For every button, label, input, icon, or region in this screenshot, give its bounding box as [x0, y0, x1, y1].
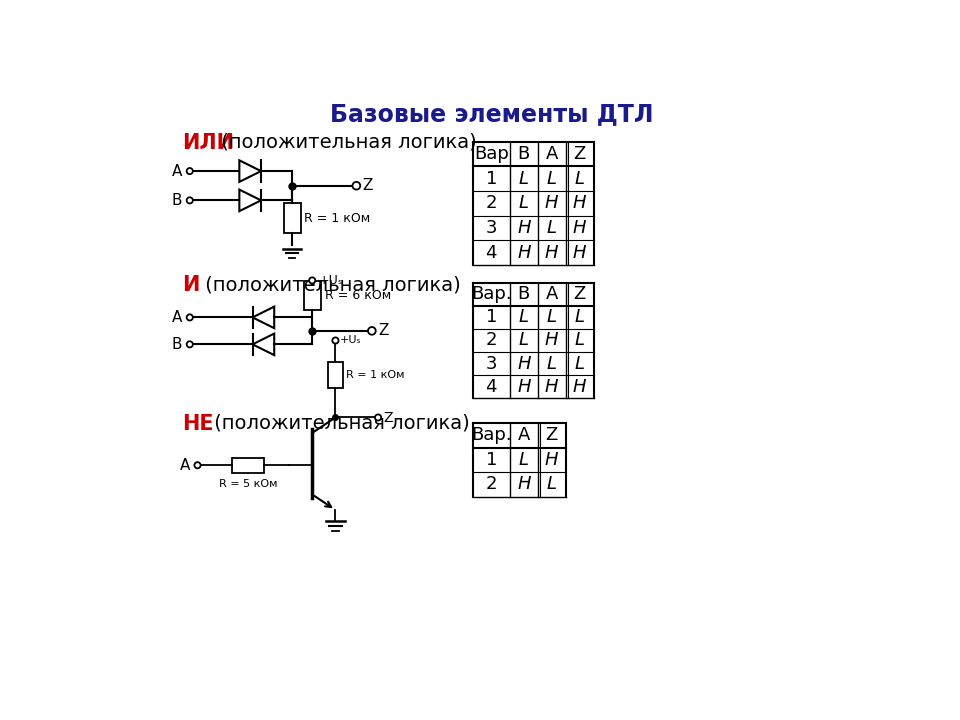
Text: 1: 1 [486, 451, 497, 469]
Polygon shape [239, 189, 261, 211]
Text: Z: Z [383, 410, 393, 425]
Text: H: H [517, 219, 531, 237]
Text: 4: 4 [486, 378, 497, 396]
Text: L: L [518, 194, 529, 212]
Text: B: B [172, 193, 182, 208]
Text: НЕ: НЕ [182, 414, 214, 433]
Text: Z: Z [573, 145, 586, 163]
Text: (положительная логика): (положительная логика) [207, 414, 469, 433]
Text: Z: Z [573, 285, 586, 303]
Text: Базовые элементы ДТЛ: Базовые элементы ДТЛ [330, 102, 654, 126]
Text: H: H [517, 378, 531, 396]
Text: A: A [517, 426, 530, 444]
Bar [283, 204, 300, 233]
Text: И: И [182, 275, 200, 295]
Text: H: H [573, 243, 587, 261]
Text: 3: 3 [486, 354, 497, 373]
Text: +Uₛ: +Uₛ [340, 336, 362, 346]
Text: A: A [545, 285, 558, 303]
Text: H: H [573, 219, 587, 237]
Text: H: H [545, 331, 559, 349]
Text: L: L [518, 331, 529, 349]
Text: B: B [517, 145, 530, 163]
Text: H: H [573, 194, 587, 212]
Polygon shape [252, 333, 275, 355]
Text: R = 6 кОм: R = 6 кОм [324, 289, 391, 302]
Circle shape [309, 277, 315, 284]
Circle shape [368, 327, 375, 335]
Text: A: A [545, 145, 558, 163]
Text: H: H [517, 354, 531, 373]
Text: R = 5 кОм: R = 5 кОм [219, 479, 277, 489]
Text: 2: 2 [486, 475, 497, 493]
Text: H: H [545, 194, 559, 212]
Polygon shape [239, 161, 261, 182]
Circle shape [186, 341, 193, 348]
Text: L: L [546, 219, 557, 237]
Bar [303, 282, 321, 310]
Text: (положительная логика): (положительная логика) [214, 132, 476, 152]
Text: 1: 1 [486, 308, 497, 326]
Bar [327, 362, 344, 388]
Text: +Uₛ: +Uₛ [319, 274, 343, 287]
Text: H: H [545, 451, 559, 469]
Text: L: L [575, 308, 585, 326]
Text: 4: 4 [486, 243, 497, 261]
Text: H: H [545, 378, 559, 396]
Text: L: L [546, 475, 557, 493]
Text: A: A [172, 310, 182, 325]
Text: Вар.: Вар. [471, 285, 512, 303]
Text: 3: 3 [486, 219, 497, 237]
Text: Z: Z [378, 323, 389, 338]
Circle shape [186, 168, 193, 174]
Text: A: A [172, 163, 182, 179]
Text: Вар.: Вар. [471, 426, 512, 444]
Text: L: L [518, 170, 529, 188]
Circle shape [186, 315, 193, 320]
Bar [231, 457, 264, 473]
Text: ИЛИ: ИЛИ [182, 132, 234, 153]
Circle shape [352, 182, 360, 189]
Text: 2: 2 [486, 331, 497, 349]
Text: B: B [172, 337, 182, 352]
Text: L: L [575, 354, 585, 373]
Text: R = 1 кОм: R = 1 кОм [347, 370, 405, 380]
Text: L: L [546, 308, 557, 326]
Text: Z: Z [363, 179, 372, 193]
Text: B: B [517, 285, 530, 303]
Text: H: H [517, 475, 531, 493]
Text: Вар: Вар [474, 145, 509, 163]
Text: L: L [546, 354, 557, 373]
Text: 1: 1 [486, 170, 497, 188]
Text: L: L [575, 170, 585, 188]
Text: A: A [180, 458, 190, 473]
Text: L: L [518, 451, 529, 469]
Text: L: L [546, 170, 557, 188]
Text: H: H [573, 378, 587, 396]
Circle shape [186, 197, 193, 204]
Text: L: L [518, 308, 529, 326]
Text: (положительная логика): (положительная логика) [199, 275, 461, 294]
Polygon shape [252, 307, 275, 328]
Text: R = 1 кОм: R = 1 кОм [304, 212, 371, 225]
Text: H: H [545, 243, 559, 261]
Circle shape [194, 462, 201, 468]
Text: Z: Z [545, 426, 558, 444]
Text: L: L [575, 331, 585, 349]
Circle shape [375, 415, 381, 420]
Text: H: H [517, 243, 531, 261]
Circle shape [332, 338, 339, 343]
Text: 2: 2 [486, 194, 497, 212]
